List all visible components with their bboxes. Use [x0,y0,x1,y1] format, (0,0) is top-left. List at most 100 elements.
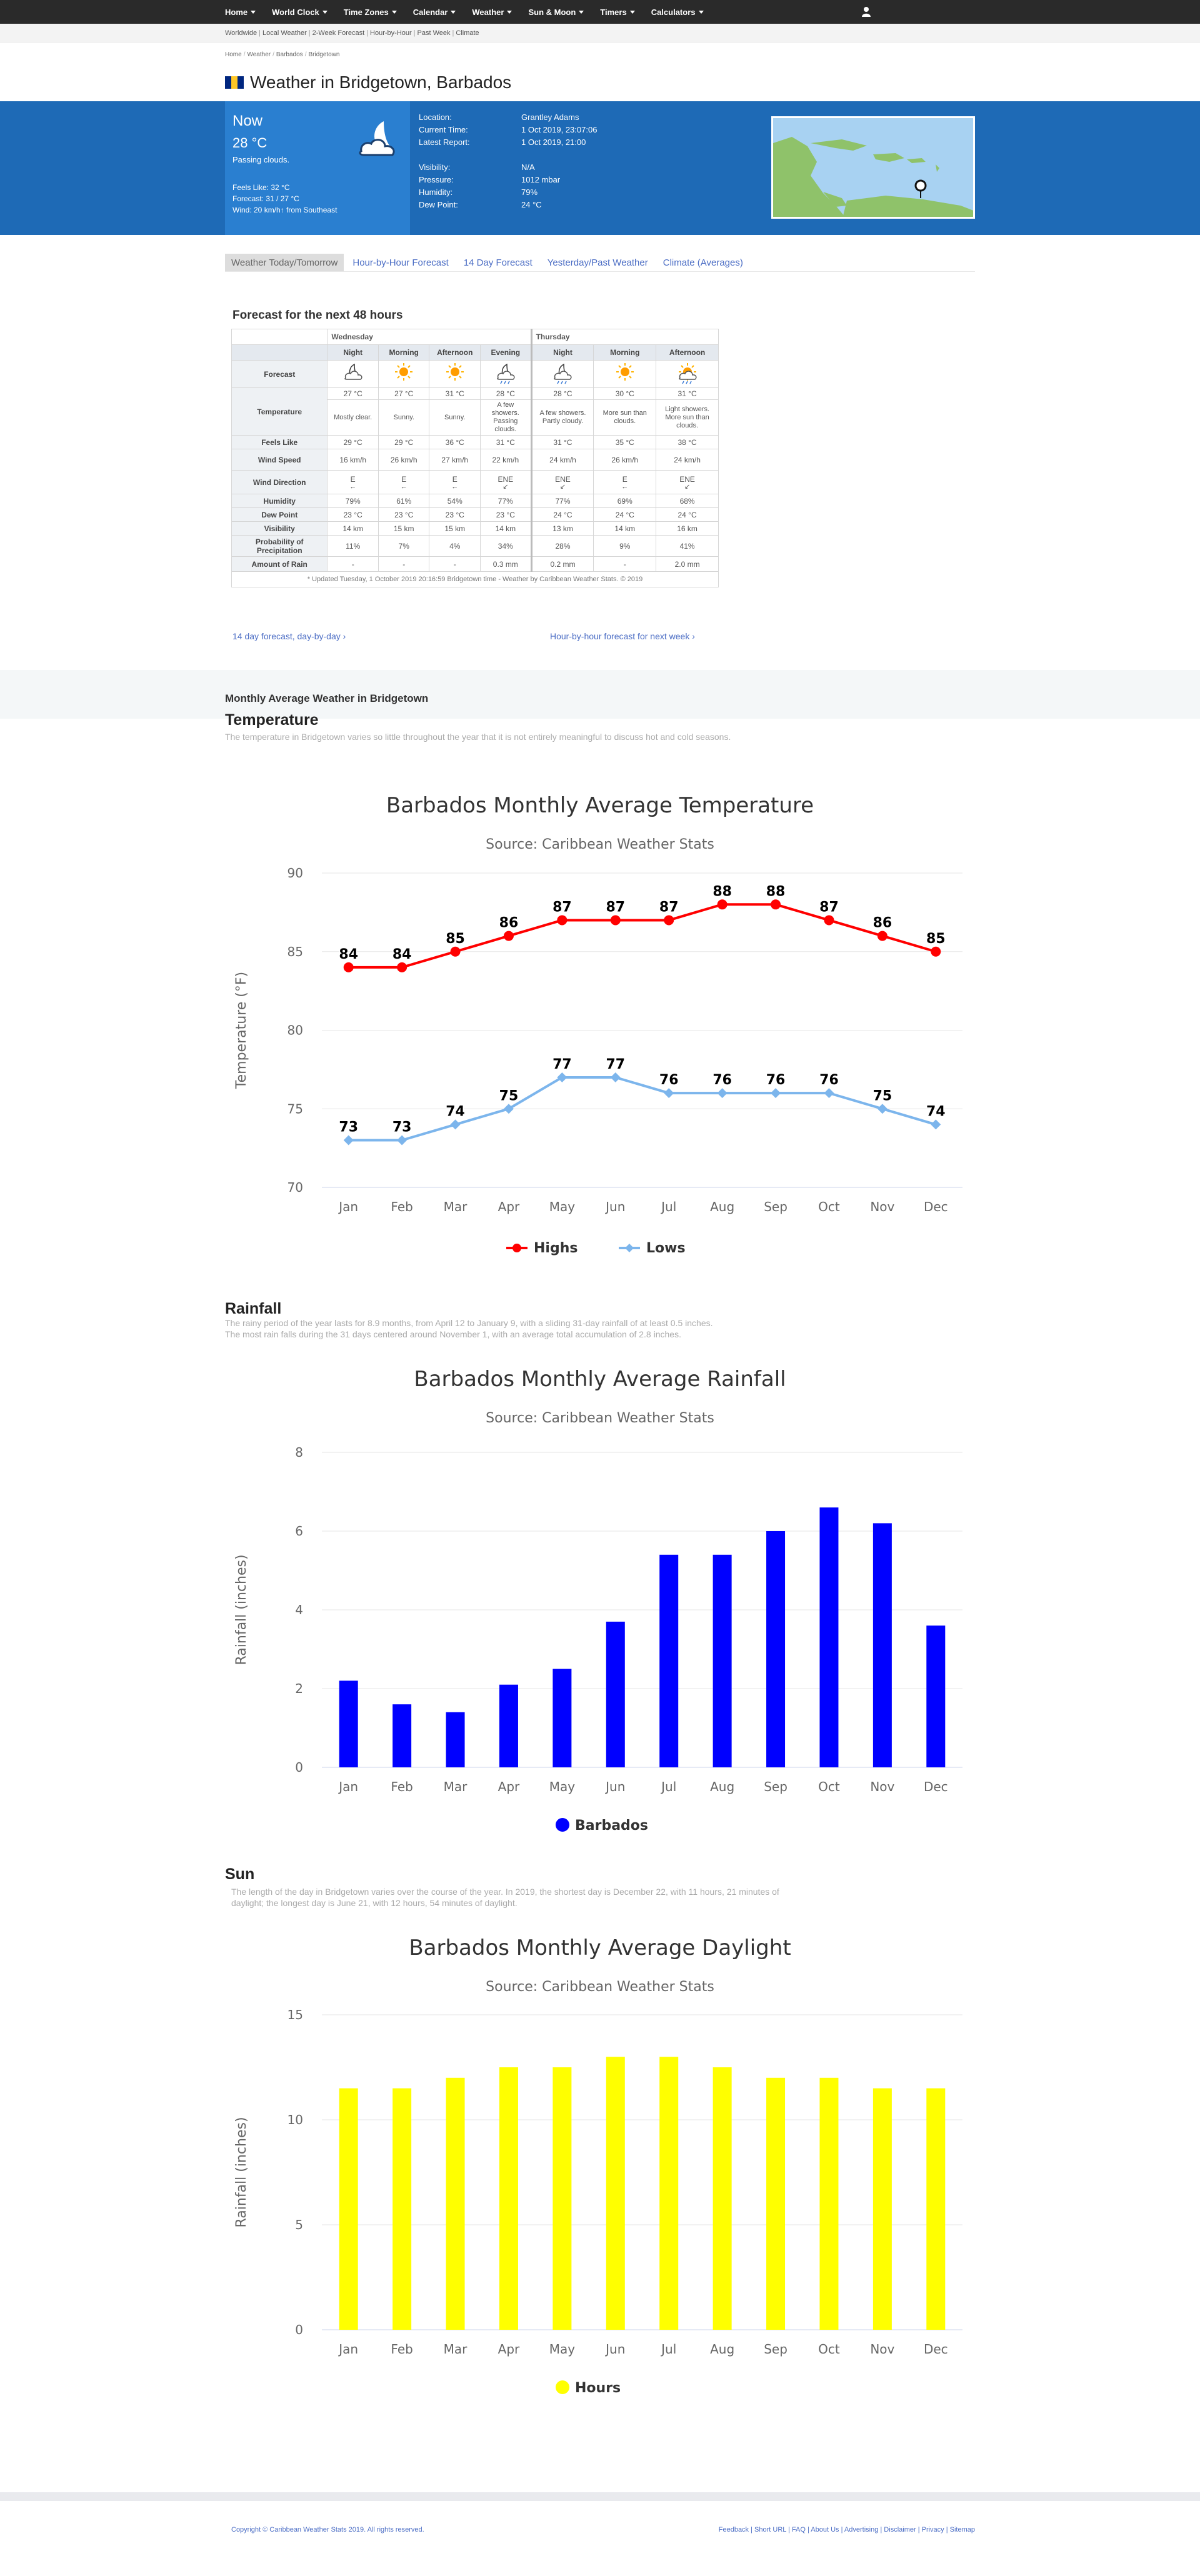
info-value: 24 °C [521,200,542,209]
day-header: Wednesday [327,329,532,345]
tab-weather-today-tomorrow[interactable]: Weather Today/Tomorrow [225,254,344,272]
sun-heading: Sun [225,1865,255,1883]
row-label: Wind Direction [231,470,328,494]
forecast-cell: 27 °C [378,387,430,400]
subnav-local-weather[interactable]: Local Weather [262,29,307,37]
forecast-cell: - [429,556,481,572]
forecast-cell: 16 km/h [327,449,379,471]
row-label: Forecast [231,360,328,388]
row-label: Temperature [231,387,328,436]
nav-world-clock[interactable]: World Clock [272,7,328,17]
nav-calendar[interactable]: Calendar [413,7,456,17]
forecast-cell: 38 °C [656,435,719,449]
nav-label: Calculators [651,7,696,17]
wind-direction-cell: E ← [429,470,481,494]
bar-nov [872,1523,892,1767]
sun-text: The length of the day in Bridgetown vari… [231,1887,779,1908]
now-wind: Wind: 20 km/h↑ from Southeast [232,206,338,214]
chevron-down-icon [391,10,397,14]
rainfall-text-1: The rainy period of the year lasts for 8… [225,1318,713,1328]
series-line-lows [348,1076,936,1142]
data-point [824,1088,834,1099]
breadcrumb-barbados[interactable]: Barbados [276,51,303,58]
x-tick-label: Jan [338,1779,358,1794]
x-tick-label: Feb [391,2342,412,2357]
nav-weather[interactable]: Weather [472,7,512,17]
nav-time-zones[interactable]: Time Zones [344,7,397,17]
tab-14-day-forecast[interactable]: 14 Day Forecast [463,257,532,268]
bar-may [552,1669,572,1767]
bar-nov [872,2088,892,2330]
period-header: Afternoon [429,344,481,361]
y-tick-label: 6 [295,1524,303,1539]
user-icon[interactable] [860,6,872,18]
x-tick-label: Mar [444,1779,468,1794]
nav-timers[interactable]: Timers [600,7,635,17]
series-line-highs [348,903,936,969]
forecast-cell: 0.3 mm [480,556,532,572]
forecast-row-icons: Forecast [231,360,719,388]
subnav-hour-by-hour[interactable]: Hour-by-Hour [370,29,412,37]
footer-links[interactable]: Feedback | Short URL | FAQ | About Us | … [718,2526,975,2534]
breadcrumb: Home / Weather / Barbados / Bridgetown [225,51,340,58]
tab-yesterday-past-weather[interactable]: Yesterday/Past Weather [547,257,648,268]
info-value: Grantley Adams [521,112,579,122]
forecast-title: Forecast for the next 48 hours [232,309,403,322]
data-point [771,899,781,910]
wind-direction-cell: ENE ↙ [480,470,532,494]
x-tick-label: Jun [604,2342,625,2357]
subnav-2-week-forecast[interactable]: 2-Week Forecast [312,29,365,37]
data-point [931,946,941,957]
subnav-past-week[interactable]: Past Week [417,29,451,37]
chart-title: Barbados Monthly Average Temperature [386,793,814,818]
moon-cloud-icon [327,360,379,388]
now-temp: 28 °C [232,135,268,151]
bar-mar [446,1712,465,1767]
info-value: 79% [521,187,538,197]
location-map[interactable] [771,116,975,219]
chevron-down-icon [507,10,512,14]
y-tick-label: 10 [288,2112,303,2127]
shower-icon [530,360,594,388]
hour-by-hour-link[interactable]: Hour-by-hour forecast for next week › [550,631,695,641]
subnav-worldwide[interactable]: Worldwide [225,29,258,37]
chart-title: Barbados Monthly Average Rainfall [414,1367,786,1392]
bar-sep [766,2077,786,2330]
forecast-cell: 61% [378,494,430,508]
x-tick-label: Nov [870,1779,894,1794]
footer-copyright[interactable]: Copyright © Caribbean Weather Stats 2019… [231,2526,424,2534]
subnav-climate[interactable]: Climate [456,29,479,37]
forecast-row-wind-direction: Wind Direction E ← E ← E ← ENE ↙ ENE ↙ E ← ENE ↙ [231,470,719,494]
forecast-cell: Sunny. [429,399,481,436]
bar-feb [392,2088,412,2330]
data-point [503,931,514,941]
tab-climate-averages[interactable]: Climate (Averages) [662,257,743,268]
breadcrumb-home[interactable]: Home [225,51,242,58]
14-day-forecast-link[interactable]: 14 day forecast, day-by-day › [232,631,346,641]
y-tick-label: 2 [295,1681,303,1696]
wind-direction-label: E [401,474,407,484]
info-values: Grantley Adams 1 Oct 2019, 23:07:06 1 Oct … [521,111,597,211]
forecast-cell: 31 °C [656,387,719,400]
forecast-cell: 77% [480,494,532,508]
nav-home[interactable]: Home [225,7,256,17]
sun-cloud-rain-icon [656,360,719,388]
tab-hour-by-hour-forecast[interactable]: Hour-by-Hour Forecast [352,257,449,268]
forecast-cell: 0.2 mm [530,556,594,572]
wind-arrow-icon: ← [400,482,408,491]
x-tick-label: Mar [444,2342,468,2357]
y-axis-label: Rainfall (inches) [234,1554,249,1665]
wind-direction-label: ENE [555,474,571,484]
x-tick-label: Jul [660,2342,676,2357]
forecast-cell: 34% [480,535,532,557]
breadcrumb-weather[interactable]: Weather [247,51,271,58]
nav-sun-moon[interactable]: Sun & Moon [528,7,584,17]
nav-calculators[interactable]: Calculators [651,7,704,17]
wind-direction-label: ENE [679,474,695,484]
sun-icon [593,360,657,388]
data-point [664,1088,674,1099]
wind-direction-label: E [350,474,356,484]
data-label: 76 [766,1072,786,1088]
chart-subtitle: Source: Caribbean Weather Stats [486,1410,714,1426]
forecast-cell: 13 km [530,521,594,536]
